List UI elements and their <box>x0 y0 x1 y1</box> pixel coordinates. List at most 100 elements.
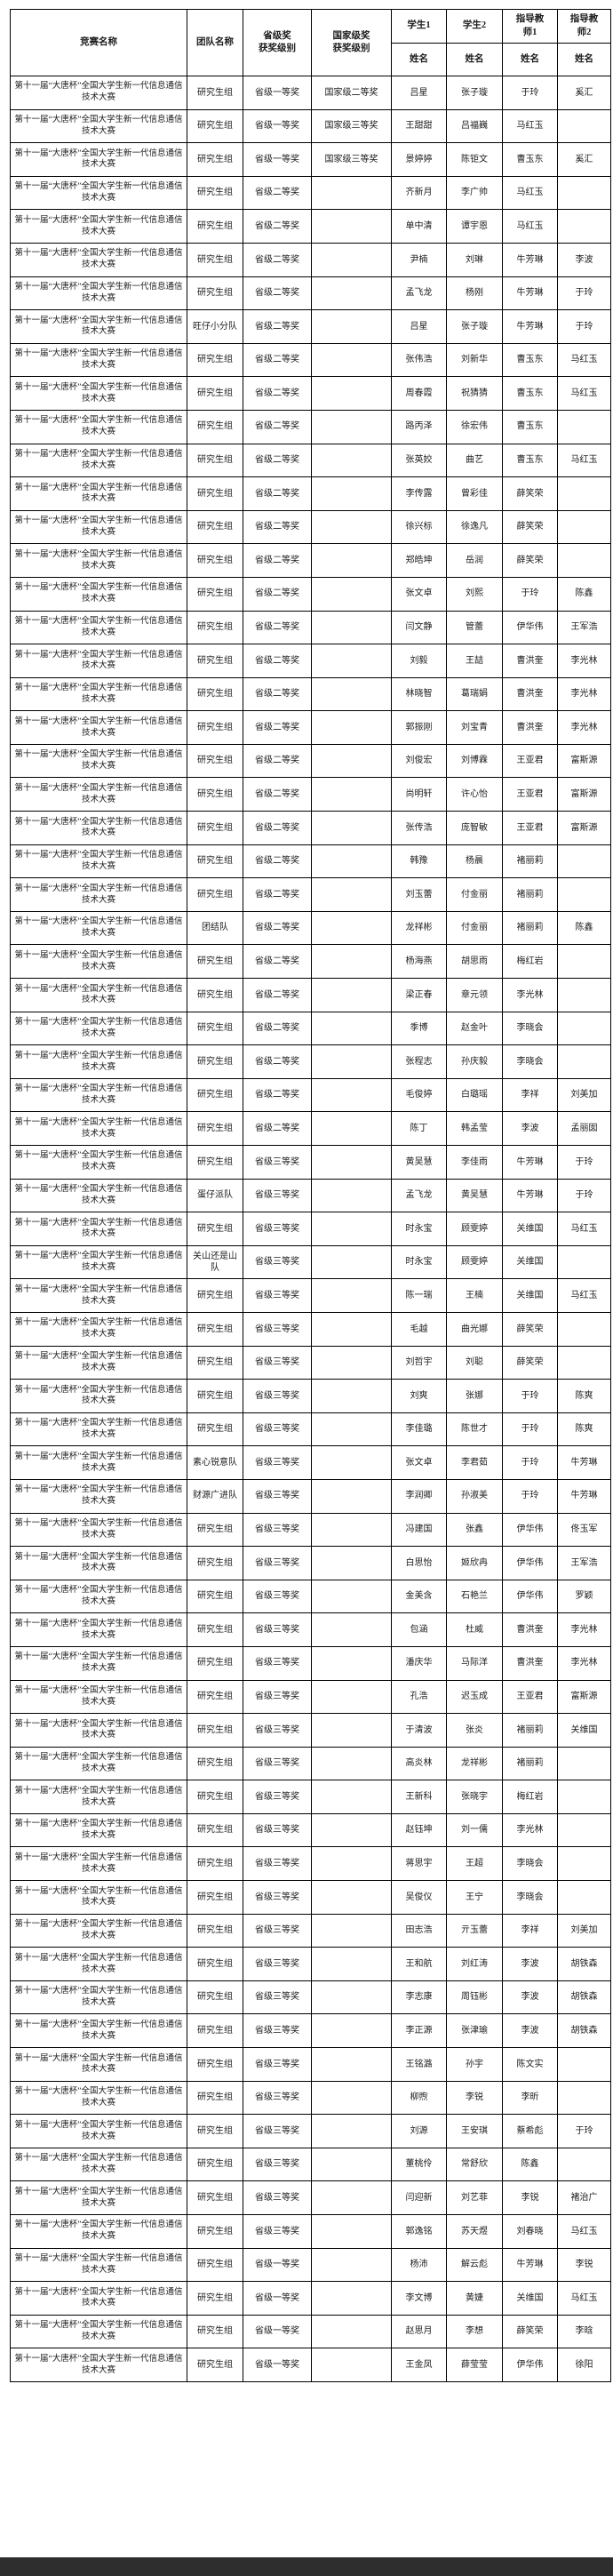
cell-provincial-award: 省级二等奖 <box>243 777 312 812</box>
cell-advisor1-name: 牛芳琳 <box>502 309 558 344</box>
cell-advisor1-name: 伊华伟 <box>502 610 558 645</box>
cell-provincial-award: 省级二等奖 <box>243 910 312 946</box>
cell-student2-name: 周钰彬 <box>446 1980 503 2015</box>
table-row: 第十一届“大唐杯”全国大学生新一代信息通信技术大赛 研究生组 省级三等奖 黄吴慧 李佳雨… <box>10 1145 611 1180</box>
table-row: 第十一届“大唐杯”全国大学生新一代信息通信技术大赛 研究生组 省级一等奖 赵思月 李想薛… <box>10 2314 611 2349</box>
cell-student1-name: 刘源 <box>391 2114 447 2148</box>
header-advisor2-name: 姓名 <box>557 43 611 76</box>
cell-competition: 第十一届“大唐杯”全国大学生新一代信息通信技术大赛 <box>10 1980 187 2015</box>
cell-student2-name: 谭宇恩 <box>446 209 503 244</box>
cell-provincial-award: 省级二等奖 <box>243 644 312 678</box>
cell-student2-name: 李佳雨 <box>446 1145 503 1180</box>
cell-team: 研究生组 <box>187 2047 243 2082</box>
table-row: 第十一届“大唐杯”全国大学生新一代信息通信技术大赛 研究生组 省级一等奖 王金凤 薛莹莹… <box>10 2348 611 2382</box>
table-row: 第十一届“大唐杯”全国大学生新一代信息通信技术大赛 素心锐意队 省级三等奖 张文卓 李君… <box>10 1445 611 1480</box>
cell-advisor1-name: 关维国 <box>502 2281 558 2316</box>
cell-team: 研究生组 <box>187 376 243 411</box>
cell-national-award <box>311 1780 392 1814</box>
cell-student1-name: 冯建国 <box>391 1512 447 1548</box>
cell-provincial-award: 省级二等奖 <box>243 743 312 779</box>
cell-student1-name: 齐新月 <box>391 175 447 211</box>
cell-provincial-award: 省级一等奖 <box>243 2247 312 2283</box>
cell-student2-name: 刘宝青 <box>446 710 503 745</box>
cell-competition: 第十一届“大唐杯”全国大学生新一代信息通信技术大赛 <box>10 1111 187 1146</box>
table-row: 第十一届“大唐杯”全国大学生新一代信息通信技术大赛 研究生组 省级二等奖 郑皓坤 岳润薛… <box>10 543 611 578</box>
table-row: 第十一届“大唐杯”全国大学生新一代信息通信技术大赛 研究生组 省级二等奖 杨海燕 胡思雨… <box>10 944 611 980</box>
cell-advisor1-name: 李晓会 <box>502 1846 558 1882</box>
cell-competition: 第十一届“大唐杯”全国大学生新一代信息通信技术大赛 <box>10 242 187 277</box>
cell-student2-name: 徐逸凡 <box>446 509 503 545</box>
cell-team: 研究生组 <box>187 877 243 912</box>
cell-provincial-award: 省级二等奖 <box>243 476 312 511</box>
cell-student2-name: 杨刚 <box>446 276 503 311</box>
cell-provincial-award: 省级三等奖 <box>243 1812 312 1848</box>
cell-student1-name: 吕星 <box>391 309 447 344</box>
cell-provincial-award: 省级三等奖 <box>243 1947 312 1981</box>
cell-competition: 第十一届“大唐杯”全国大学生新一代信息通信技术大赛 <box>10 1379 187 1413</box>
cell-team: 关山还是山队 <box>187 1244 243 1280</box>
table-row: 第十一届“大唐杯”全国大学生新一代信息通信技术大赛 研究生组 省级二等奖 毛俊婷 白璐瑶… <box>10 1077 611 1113</box>
table-row: 第十一届“大唐杯”全国大学生新一代信息通信技术大赛 研究生组 省级三等奖 吴俊仪 王宁李… <box>10 1880 611 1915</box>
cell-competition: 第十一届“大唐杯”全国大学生新一代信息通信技术大赛 <box>10 1645 187 1681</box>
cell-advisor1-name: 褚丽莉 <box>502 1746 558 1781</box>
cell-national-award <box>311 376 392 411</box>
cell-team: 研究生组 <box>187 2013 243 2049</box>
table-row: 第十一届“大唐杯”全国大学生新一代信息通信技术大赛 研究生组 省级三等奖 金美含 石艳兰… <box>10 1579 611 1614</box>
cell-team: 研究生组 <box>187 443 243 478</box>
cell-national-award <box>311 476 392 511</box>
cell-student1-name: 赵钰坤 <box>391 1812 447 1848</box>
cell-provincial-award: 省级三等奖 <box>243 1244 312 1280</box>
cell-advisor2-name: 刘美加 <box>557 1077 611 1113</box>
cell-advisor2-name <box>557 944 611 980</box>
cell-national-award <box>311 242 392 277</box>
cell-provincial-award: 省级三等奖 <box>243 1679 312 1715</box>
cell-advisor1-name: 于玲 <box>502 1379 558 1413</box>
cell-advisor1-name: 马红玉 <box>502 175 558 211</box>
cell-advisor2-name: 孟丽囡 <box>557 1111 611 1146</box>
cell-provincial-award: 省级二等奖 <box>243 1011 312 1046</box>
cell-student2-name: 付金丽 <box>446 910 503 946</box>
cell-student2-name: 白璐瑶 <box>446 1077 503 1113</box>
cell-national-award <box>311 1412 392 1447</box>
cell-national-award <box>311 1980 392 2015</box>
cell-team: 研究生组 <box>187 1780 243 1814</box>
cell-advisor2-name: 牛芳琳 <box>557 1445 611 1480</box>
cell-advisor1-name: 关维国 <box>502 1278 558 1313</box>
table-row: 第十一届“大唐杯”全国大学生新一代信息通信技术大赛 研究生组 省级二等奖 尚明轩 许心怡… <box>10 777 611 812</box>
cell-team: 研究生组 <box>187 1311 243 1347</box>
cell-student1-name: 王甜甜 <box>391 108 447 144</box>
cell-advisor1-name: 马红玉 <box>502 108 558 144</box>
cell-national-award <box>311 743 392 779</box>
cell-student2-name: 王喆 <box>446 644 503 678</box>
cell-advisor1-name: 李祥 <box>502 1913 558 1948</box>
cell-national-award <box>311 1713 392 1748</box>
cell-competition: 第十一届“大唐杯”全国大学生新一代信息通信技术大赛 <box>10 676 187 712</box>
cell-provincial-award: 省级三等奖 <box>243 1846 312 1882</box>
cell-student2-name: 王楠 <box>446 1278 503 1313</box>
table-row: 第十一届“大唐杯”全国大学生新一代信息通信技术大赛 关山还是山队 省级三等奖 时永宝顾… <box>10 1244 611 1280</box>
cell-student2-name: 刘一儒 <box>446 1812 503 1848</box>
cell-competition: 第十一届“大唐杯”全国大学生新一代信息通信技术大赛 <box>10 1311 187 1347</box>
cell-provincial-award: 省级三等奖 <box>243 1713 312 1748</box>
cell-advisor2-name: 富斯源 <box>557 777 611 812</box>
cell-advisor1-name: 牛芳琳 <box>502 276 558 311</box>
cell-provincial-award: 省级三等奖 <box>243 2214 312 2249</box>
cell-competition: 第十一届“大唐杯”全国大学生新一代信息通信技术大赛 <box>10 76 187 110</box>
cell-team: 研究生组 <box>187 1713 243 1748</box>
cell-competition: 第十一届“大唐杯”全国大学生新一代信息通信技术大赛 <box>10 1077 187 1113</box>
cell-team: 研究生组 <box>187 342 243 378</box>
cell-team: 研究生组 <box>187 2114 243 2148</box>
cell-student2-name: 石艳兰 <box>446 1579 503 1614</box>
cell-student1-name: 周春霞 <box>391 376 447 411</box>
cell-advisor2-name <box>557 1880 611 1915</box>
cell-advisor2-name: 褚治广 <box>557 2180 611 2215</box>
cell-student2-name: 张鑫 <box>446 1512 503 1548</box>
cell-advisor1-name: 曹洪奎 <box>502 1612 558 1647</box>
cell-advisor2-name: 于玲 <box>557 1145 611 1180</box>
cell-advisor2-name <box>557 1011 611 1046</box>
cell-student1-name: 金美含 <box>391 1579 447 1614</box>
cell-team: 研究生组 <box>187 543 243 578</box>
cell-team: 研究生组 <box>187 1913 243 1948</box>
cell-student1-name: 吕星 <box>391 76 447 110</box>
cell-team: 研究生组 <box>187 676 243 712</box>
